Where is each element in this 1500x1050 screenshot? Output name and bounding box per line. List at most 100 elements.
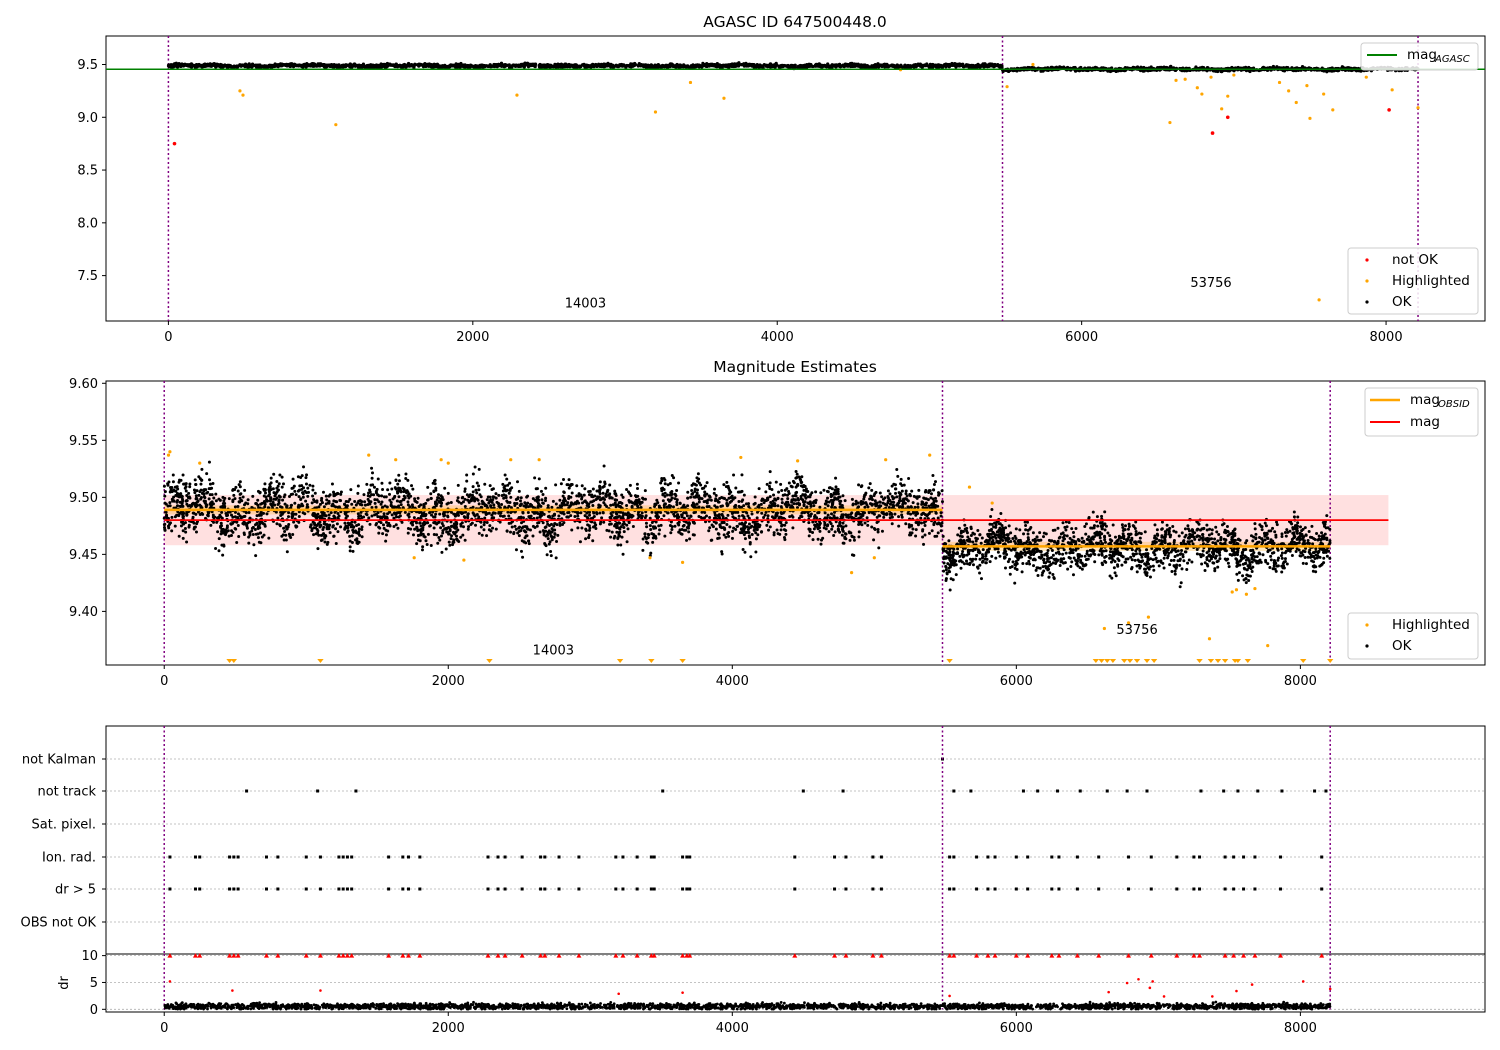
not-ok-point-1: [1210, 131, 1215, 135]
ok-point: [509, 65, 514, 69]
ok-point: [757, 487, 761, 491]
ok-point: [327, 513, 331, 517]
ok-point: [749, 64, 754, 68]
ok-point: [214, 492, 218, 496]
ok-point: [251, 494, 255, 498]
ok-point: [469, 522, 473, 526]
ok-point: [438, 512, 442, 516]
ok-point: [533, 64, 537, 69]
highlighted-point-17: [1226, 94, 1230, 98]
ok-point: [335, 522, 339, 526]
ok-point: [521, 511, 525, 515]
ok-point: [348, 534, 352, 538]
ok-point: [519, 63, 523, 67]
ok-point: [494, 496, 498, 500]
ok-point: [852, 64, 856, 68]
ok-point: [544, 496, 548, 500]
ok-point: [397, 479, 401, 483]
ok-point: [877, 514, 881, 518]
ok-point: [443, 486, 447, 490]
ok-point: [708, 515, 712, 519]
ok-point: [580, 484, 584, 488]
ok-point: [305, 473, 309, 477]
ok-point: [775, 63, 779, 67]
obs-label-0: 14003: [565, 296, 606, 311]
ok-point: [803, 493, 807, 497]
ok-point: [501, 489, 505, 493]
y-tick-label-4: 9.5: [77, 58, 98, 73]
ok-point: [739, 63, 744, 67]
ok-point: [647, 64, 652, 68]
ok-point: [722, 483, 726, 487]
x-tick-label-4: 8000: [1370, 330, 1403, 345]
ok-point: [361, 63, 365, 68]
ok-point: [485, 498, 489, 502]
ok-point: [205, 472, 209, 476]
ok-point: [936, 63, 940, 67]
highlighted-point-25: [1322, 92, 1326, 96]
ok-point: [221, 495, 225, 499]
ok-point: [238, 63, 242, 67]
ok-point: [327, 527, 331, 531]
ok-point: [222, 499, 226, 503]
ok-point: [191, 515, 195, 519]
ok-point: [749, 555, 753, 559]
ok-point: [434, 512, 438, 516]
ok-point: [502, 496, 506, 500]
ok-point: [774, 480, 778, 484]
ok-point: [328, 523, 332, 527]
ok-point: [572, 64, 576, 68]
highlighted-point-24: [1317, 298, 1321, 302]
ok-point: [792, 65, 796, 69]
ok-point: [291, 64, 295, 68]
ok-point: [217, 64, 222, 68]
ok-point: [214, 63, 218, 67]
ok-point: [742, 493, 746, 497]
ok-point: [526, 62, 530, 66]
ok-point: [540, 63, 544, 67]
ok-point: [396, 526, 400, 530]
ok-point: [574, 63, 579, 67]
highlighted-point-20: [1287, 89, 1291, 93]
ok-point: [977, 63, 981, 67]
ok-point: [608, 496, 612, 500]
ok-point: [779, 482, 783, 486]
ok-point: [355, 537, 359, 541]
ok-point: [819, 63, 824, 67]
ok-point: [426, 532, 430, 536]
ok-point: [241, 63, 245, 68]
ok-point: [939, 529, 943, 533]
ok-point: [209, 523, 213, 527]
ok-point: [574, 502, 578, 506]
ok-point: [701, 61, 705, 65]
ok-point: [748, 542, 752, 546]
ok-point: [597, 63, 601, 67]
ok-point: [491, 526, 495, 530]
y-tick-label-1: 8.0: [77, 216, 98, 231]
ok-point: [258, 64, 263, 68]
ok-point: [217, 497, 221, 501]
ok-point: [794, 491, 798, 495]
ok-point: [335, 63, 339, 67]
ok-point: [661, 486, 665, 490]
ok-point: [425, 62, 430, 66]
ok-point: [669, 531, 673, 535]
ok-point: [910, 64, 914, 68]
ok-point: [624, 65, 628, 69]
ok-point: [754, 531, 758, 535]
ok-point: [503, 473, 507, 477]
ok-point: [357, 515, 361, 519]
ok-point: [463, 487, 467, 491]
ok-point: [852, 538, 856, 542]
ok-point: [953, 63, 958, 67]
ok-point: [291, 477, 295, 481]
ok-point: [545, 553, 549, 557]
ok-point: [223, 64, 227, 68]
ok-point: [890, 512, 894, 516]
ok-point: [788, 65, 793, 69]
ok-point: [904, 522, 908, 526]
ok-point: [322, 505, 326, 509]
ok-point: [482, 523, 486, 527]
ok-point: [346, 529, 350, 533]
